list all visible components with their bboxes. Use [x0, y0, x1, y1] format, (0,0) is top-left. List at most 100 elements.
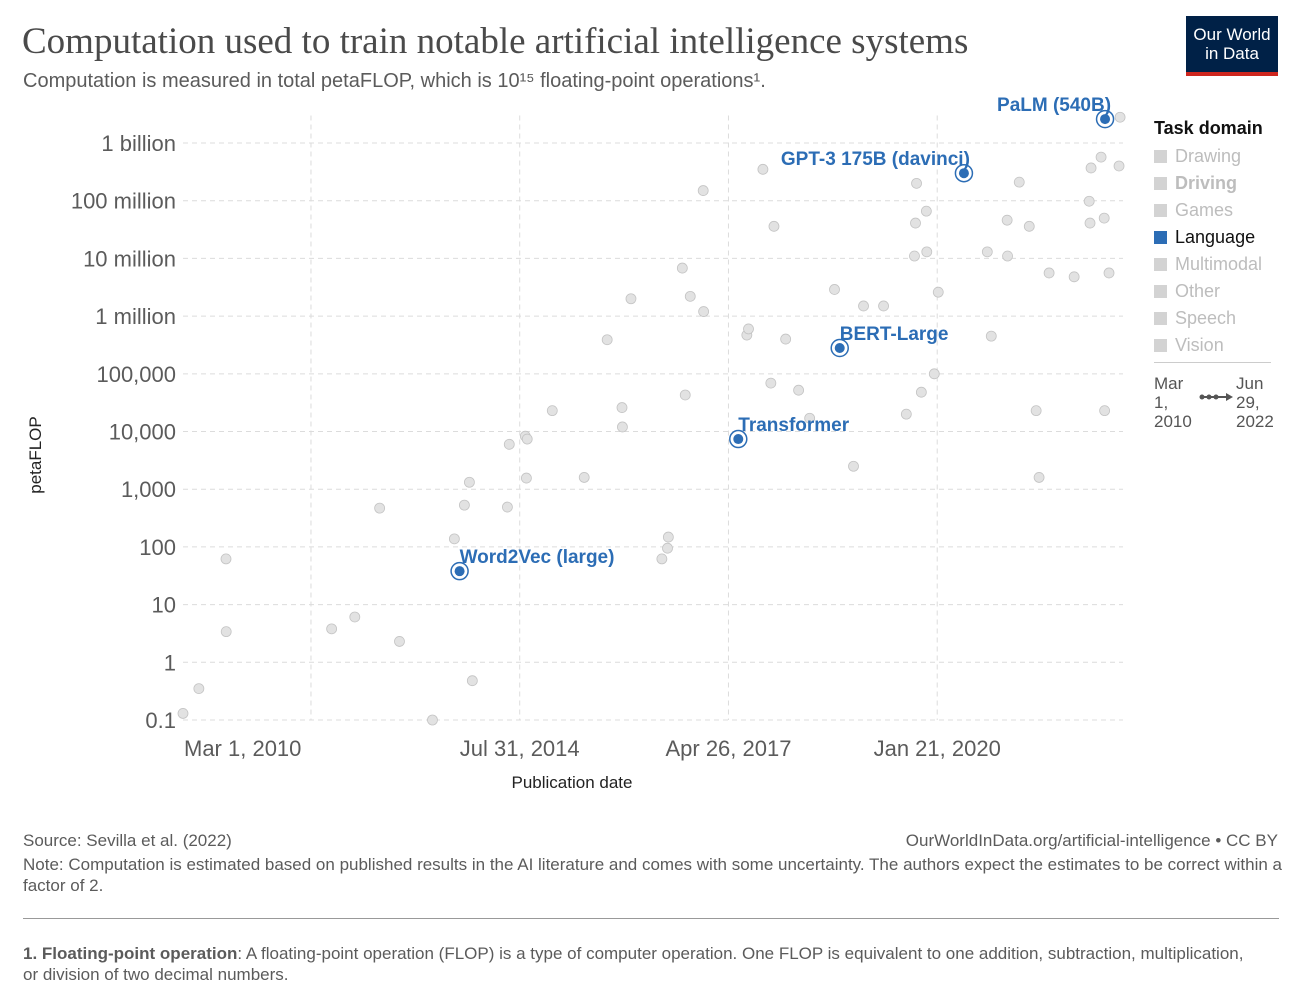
point [1114, 111, 1126, 123]
chart: 0.1 1 10 100 1,000 10,000 100,000 1 million 10 m… [26, 95, 1126, 792]
legend-label: Drawing [1175, 146, 1242, 166]
point [601, 334, 613, 346]
point-label: BERT-Large [840, 324, 949, 345]
point [1103, 267, 1115, 279]
legend-swatch [1154, 258, 1167, 271]
legend-label: Speech [1175, 308, 1237, 328]
point [848, 460, 859, 472]
point [394, 636, 405, 647]
timeline-start[interactable]: Mar 1, 2010 [1154, 374, 1192, 431]
legend-label: Other [1175, 281, 1221, 301]
legend-item[interactable]: Speech [1154, 305, 1284, 332]
point [985, 330, 997, 342]
point [780, 333, 792, 345]
legend-item[interactable]: Driving [1154, 170, 1284, 197]
x-tick-label: Jul 31, 2014 [460, 736, 580, 761]
legend-label: Driving [1175, 173, 1238, 193]
logo[interactable]: Our World in Data [1186, 16, 1278, 76]
point [220, 626, 232, 638]
point [932, 286, 944, 298]
point [915, 386, 927, 398]
point [768, 220, 780, 232]
point [910, 217, 921, 229]
point [858, 300, 869, 312]
point [765, 377, 777, 389]
legend-item[interactable]: Multimodal [1154, 251, 1284, 278]
point [662, 531, 674, 543]
timeline-end[interactable]: Jun 29, 2022 [1236, 374, 1274, 431]
point [676, 262, 688, 274]
point [804, 412, 816, 424]
legend-swatch [1154, 231, 1167, 244]
point [625, 293, 637, 305]
point [1043, 267, 1055, 279]
point [1030, 405, 1042, 417]
y-tick-label: 10,000 [109, 420, 176, 445]
point [349, 611, 361, 623]
point [521, 433, 533, 445]
y-tick-label: 100 [139, 535, 176, 560]
point [911, 177, 922, 189]
point [1001, 214, 1013, 226]
point [958, 168, 969, 179]
x-tick-label: Apr 26, 2017 [665, 736, 791, 761]
legend-title: Task domain [1154, 118, 1263, 138]
point [928, 368, 940, 380]
point [1099, 405, 1111, 417]
y-tick-label: 1 million [95, 304, 176, 329]
y-tick-label: 1,000 [121, 477, 176, 502]
point [697, 185, 709, 196]
y-tick-label: 100 million [71, 189, 176, 214]
point [900, 408, 912, 420]
timeline-slider[interactable] [1198, 390, 1234, 404]
source-url[interactable]: OurWorldInData.org/artificial-intelligen… [905, 831, 1278, 850]
subtitle: Computation is measured in total petaFLO… [23, 70, 766, 92]
point [909, 250, 920, 262]
point [503, 438, 515, 450]
point [698, 306, 710, 317]
legend-item[interactable]: Language [1154, 224, 1284, 251]
point [662, 542, 673, 554]
point [546, 405, 558, 417]
legend: Task domain Drawing Driving Games Language M… [1154, 118, 1284, 359]
legend-item[interactable]: Vision [1154, 332, 1284, 359]
point [921, 246, 933, 258]
point [829, 284, 840, 295]
y-tick-label: 1 billion [101, 131, 176, 156]
point [1084, 217, 1096, 229]
legend-item[interactable]: Games [1154, 197, 1284, 224]
legend-swatch [1154, 150, 1167, 163]
point [374, 502, 386, 514]
legend-label: Language [1175, 227, 1256, 247]
point [220, 553, 232, 565]
point-label: PaLM (540B) [997, 95, 1111, 116]
point [793, 384, 805, 396]
point [1023, 220, 1035, 232]
title: Computation used to train notable artifi… [22, 21, 969, 62]
y-tick-label: 0.1 [145, 708, 176, 733]
separator [1154, 362, 1271, 363]
logo-text: Our World [1193, 25, 1271, 44]
point [733, 434, 744, 445]
point [326, 623, 338, 635]
x-axis-label: Publication date [512, 773, 633, 792]
point [834, 343, 845, 354]
point [684, 290, 696, 302]
point-label: Transformer [738, 415, 849, 436]
point [501, 501, 513, 513]
y-tick-label: 10 [152, 593, 176, 618]
point-label: Word2Vec (large) [460, 547, 615, 568]
source: Source: Sevilla et al. (2022) [23, 831, 232, 850]
divider [23, 918, 1279, 919]
point [427, 714, 438, 726]
legend-label: Vision [1175, 335, 1224, 355]
point [454, 566, 465, 577]
legend-item[interactable]: Other [1154, 278, 1284, 305]
point [1002, 250, 1013, 262]
footnote-text: : A floating-point operation (FLOP) is a… [23, 944, 1244, 984]
point [743, 323, 754, 335]
legend-label: Games [1175, 200, 1234, 220]
legend-swatch [1154, 339, 1167, 352]
point [448, 533, 460, 545]
legend-item[interactable]: Drawing [1154, 143, 1284, 170]
